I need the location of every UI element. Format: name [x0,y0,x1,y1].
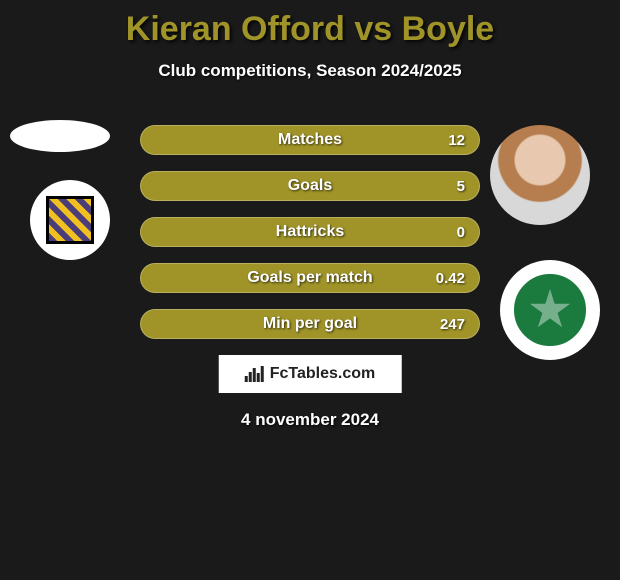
stat-row: Goals 5 [140,171,480,201]
club-right-badge-inner [511,271,589,349]
stats-container: Matches 12 Goals 5 Hattricks 0 Goals per… [140,125,480,355]
stat-value: 247 [440,316,465,333]
stat-row: Min per goal 247 [140,309,480,339]
stat-value: 12 [448,132,465,149]
stat-row: Hattricks 0 [140,217,480,247]
subtitle: Club competitions, Season 2024/2025 [0,61,620,81]
watermark: FcTables.com [219,355,402,393]
stat-value: 5 [457,178,465,195]
stat-label: Matches [278,131,342,149]
stat-value: 0 [457,224,465,241]
player-left-avatar [10,120,110,152]
stat-label: Hattricks [276,223,344,241]
page-title: Kieran Offord vs Boyle [0,0,620,49]
club-right-badge [500,260,600,360]
stat-label: Min per goal [263,315,357,333]
stat-row: Matches 12 [140,125,480,155]
stat-label: Goals per match [247,269,372,287]
player-right-avatar [490,125,590,225]
club-left-badge-inner [46,196,94,244]
club-left-badge [30,180,110,260]
date: 4 november 2024 [241,410,379,430]
stat-row: Goals per match 0.42 [140,263,480,293]
stat-value: 0.42 [436,270,465,287]
bar-chart-icon [245,366,264,382]
watermark-text: FcTables.com [270,365,376,383]
stat-label: Goals [288,177,332,195]
